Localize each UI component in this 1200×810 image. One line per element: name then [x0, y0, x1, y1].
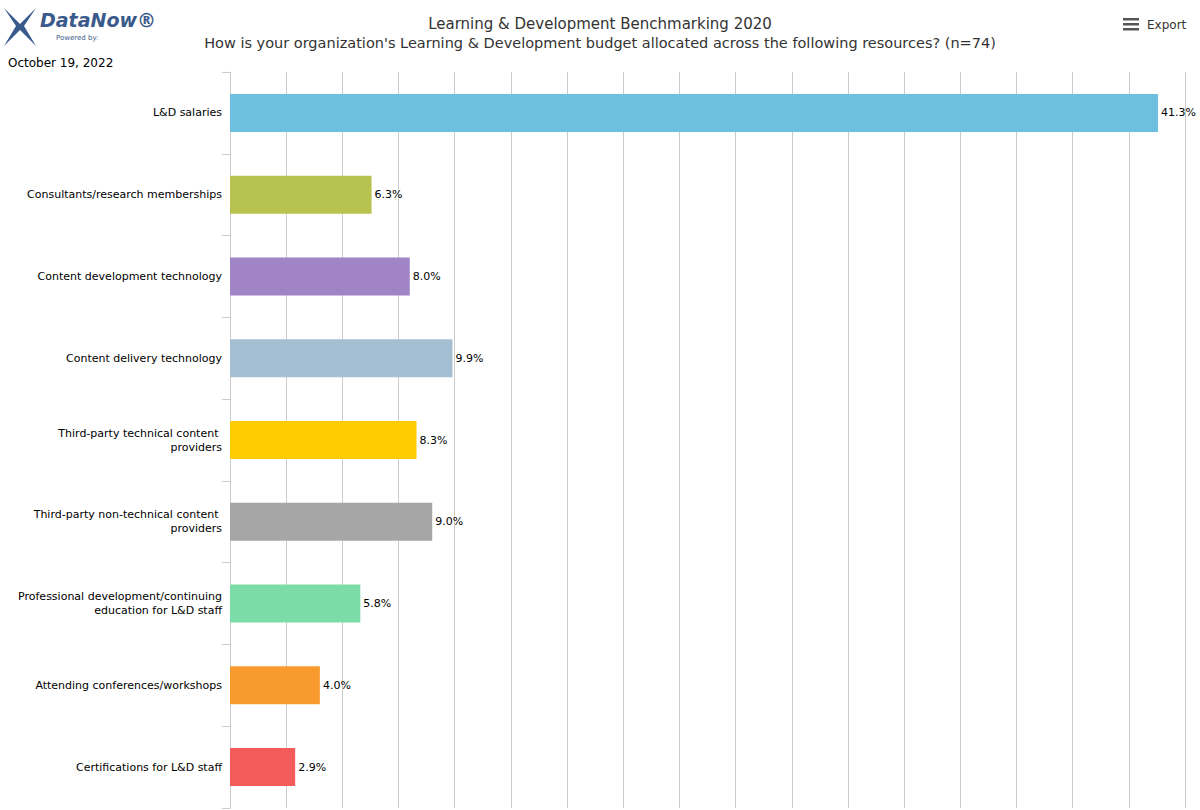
svg-text:Powered by:: Powered by: — [56, 34, 98, 42]
svg-text:41.3%: 41.3% — [1161, 106, 1196, 119]
svg-text:8.0%: 8.0% — [413, 270, 441, 283]
svg-text:providers: providers — [170, 522, 222, 535]
svg-text:Consultants/research membershi: Consultants/research memberships — [27, 188, 222, 201]
svg-text:4.0%: 4.0% — [323, 679, 351, 692]
svg-text:Learning & Development Benchma: Learning & Development Benchmarking 2020 — [428, 15, 772, 33]
svg-text:Content delivery technology: Content delivery technology — [66, 352, 222, 365]
svg-text:Third-party non-technical cont: Third-party non-technical content — [33, 508, 222, 521]
svg-text:Third-party technical content: Third-party technical content — [57, 427, 222, 440]
svg-text:education for L&D staff: education for L&D staff — [91, 604, 223, 617]
svg-text:Certifications for L&D staff: Certifications for L&D staff — [76, 761, 222, 774]
svg-text:5.8%: 5.8% — [363, 597, 391, 610]
svg-text:8.3%: 8.3% — [420, 434, 448, 447]
svg-text:How is your organization's Lea: How is your organization's Learning & De… — [204, 35, 996, 51]
svg-text:October 19, 2022: October 19, 2022 — [8, 56, 113, 70]
svg-text:L&D salaries: L&D salaries — [153, 106, 222, 119]
svg-text:9.9%: 9.9% — [455, 352, 483, 365]
svg-text:DataNow®: DataNow® — [40, 9, 156, 31]
svg-text:providers: providers — [170, 441, 222, 454]
svg-text:Professional development/conti: Professional development/continuing — [18, 590, 222, 603]
svg-text:2.9%: 2.9% — [298, 761, 326, 774]
svg-text:6.3%: 6.3% — [375, 188, 403, 201]
svg-text:Export: Export — [1147, 18, 1187, 32]
svg-text:Attending conferences/workshop: Attending conferences/workshops — [35, 679, 222, 692]
svg-text:Content development technology: Content development technology — [38, 270, 223, 283]
svg-text:9.0%: 9.0% — [435, 515, 463, 528]
